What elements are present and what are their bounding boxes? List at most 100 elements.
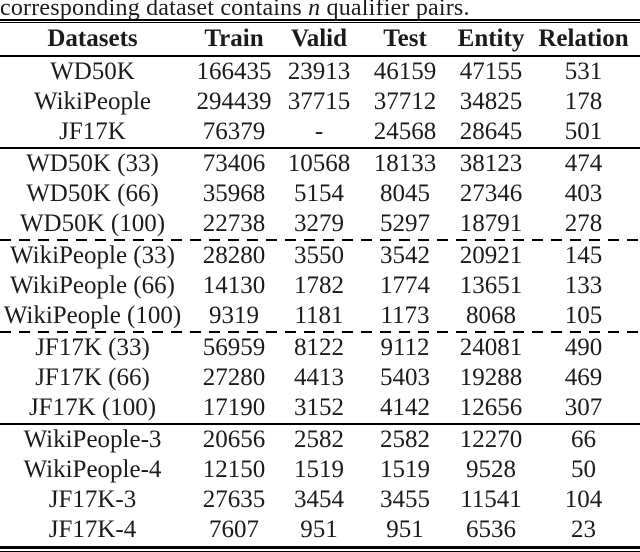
value-cell: 28280 <box>202 242 266 269</box>
value-cell: 37715 <box>287 88 351 115</box>
rule-solid <box>0 55 640 57</box>
value-cell: 951 <box>300 516 338 543</box>
rule-solid <box>0 147 640 149</box>
table-row: JF17K (100) 17190 3152 4142 12656 307 <box>0 393 640 423</box>
value-cell: 8045 <box>380 180 430 207</box>
value-cell: 27635 <box>202 486 266 513</box>
dataset-name-cell: JF17K (66) <box>35 364 150 391</box>
value-cell: 2582 <box>380 426 430 453</box>
dataset-name-cell: WD50K (33) <box>26 150 159 177</box>
caption-text-suffix: qualifier pairs. <box>320 0 470 19</box>
rule-dashed <box>0 239 640 241</box>
value-cell: 474 <box>564 150 603 177</box>
value-cell: 12150 <box>202 456 266 483</box>
value-cell: 9528 <box>466 456 516 483</box>
dataset-name-cell: WikiPeople-3 <box>23 426 162 453</box>
value-cell: 8122 <box>294 334 344 361</box>
value-cell: 27346 <box>459 180 523 207</box>
value-cell: - <box>314 118 324 145</box>
value-cell: 531 <box>564 58 603 85</box>
value-cell: 4142 <box>380 394 430 421</box>
value-cell: 951 <box>386 516 424 543</box>
dataset-name-cell: WikiPeople (100) <box>3 302 182 329</box>
table-caption: corresponding dataset contains n qualifi… <box>0 0 640 19</box>
value-cell: 9319 <box>209 302 259 329</box>
column-header-train: Train <box>204 25 264 52</box>
dataset-name-cell: WD50K (100) <box>19 210 166 237</box>
value-cell: 3152 <box>294 394 344 421</box>
value-cell: 6536 <box>466 516 516 543</box>
value-cell: 7607 <box>209 516 259 543</box>
value-cell: 11541 <box>460 486 522 513</box>
value-cell: 3454 <box>294 486 344 513</box>
value-cell: 19288 <box>459 364 523 391</box>
table-row: WD50K 166435 23913 46159 47155 531 <box>0 57 640 87</box>
value-cell: 145 <box>564 242 603 269</box>
value-cell: 66 <box>571 426 596 453</box>
caption-math-variable: n <box>308 0 321 19</box>
value-cell: 76379 <box>202 118 266 145</box>
value-cell: 5297 <box>380 210 430 237</box>
value-cell: 27280 <box>202 364 266 391</box>
table-row: WD50K (33) 73406 10568 18133 38123 474 <box>0 149 640 179</box>
value-cell: 18791 <box>459 210 523 237</box>
value-cell: 5154 <box>294 180 344 207</box>
value-cell: 28645 <box>459 118 523 145</box>
table-row: WikiPeople-4 12150 1519 1519 9528 50 <box>0 455 640 485</box>
value-cell: 12656 <box>459 394 523 421</box>
value-cell: 20656 <box>202 426 266 453</box>
solid-separator-line <box>0 147 640 149</box>
table-row: JF17K 76379 - 24568 28645 501 <box>0 117 640 147</box>
value-cell: 178 <box>564 88 603 115</box>
value-cell: 8068 <box>466 302 516 329</box>
value-cell: 73406 <box>202 150 266 177</box>
solid-separator-line <box>0 423 640 425</box>
dataset-name-cell: JF17K-3 <box>48 486 137 513</box>
dataset-name-cell: WikiPeople (66) <box>10 272 175 299</box>
table-row: WD50K (66) 35968 5154 8045 27346 403 <box>0 179 640 209</box>
dataset-name-cell: WikiPeople-4 <box>23 456 162 483</box>
value-cell: 24568 <box>373 118 437 145</box>
dataset-name-cell: JF17K (100) <box>28 394 157 421</box>
value-cell: 166435 <box>196 58 272 85</box>
table-row: JF17K-4 7607 951 951 6536 23 <box>0 515 640 545</box>
value-cell: 14130 <box>202 272 266 299</box>
value-cell: 10568 <box>287 150 351 177</box>
value-cell: 307 <box>564 394 603 421</box>
rule-dashed <box>0 331 640 333</box>
caption-text-prefix: corresponding dataset contains <box>0 0 309 19</box>
table-row: WikiPeople-3 20656 2582 2582 12270 66 <box>0 425 640 455</box>
caption-clip: corresponding dataset contains n qualifi… <box>0 0 640 19</box>
value-cell: 3542 <box>380 242 430 269</box>
value-cell: 1774 <box>380 272 430 299</box>
value-cell: 12270 <box>459 426 523 453</box>
table-row: WikiPeople (33) 28280 3550 3542 20921 145 <box>0 241 640 271</box>
value-cell: 3455 <box>380 486 430 513</box>
value-cell: 501 <box>564 118 603 145</box>
value-cell: 133 <box>564 272 603 299</box>
table-row: WikiPeople (66) 14130 1782 1774 13651 133 <box>0 271 640 301</box>
value-cell: 47155 <box>459 58 523 85</box>
value-cell: 1173 <box>380 302 430 329</box>
value-cell: 20921 <box>459 242 523 269</box>
value-cell: 18133 <box>373 150 437 177</box>
column-header-relation: Relation <box>538 25 629 52</box>
dataset-name-cell: WD50K <box>50 58 135 85</box>
value-cell: 35968 <box>202 180 266 207</box>
table-row: JF17K (66) 27280 4413 5403 19288 469 <box>0 363 640 393</box>
dataset-name-cell: JF17K-4 <box>48 516 137 543</box>
datasets-statistics-table: Datasets Train Valid Test Entity Relation WD5… <box>0 23 640 545</box>
value-cell: 5403 <box>380 364 430 391</box>
value-cell: 3550 <box>294 242 344 269</box>
value-cell: 2582 <box>294 426 344 453</box>
value-cell: 1519 <box>380 456 430 483</box>
column-header-entity: Entity <box>457 25 525 52</box>
value-cell: 1181 <box>294 302 344 329</box>
table-header-row: Datasets Train Valid Test Entity Relation <box>0 23 640 55</box>
value-cell: 4413 <box>294 364 344 391</box>
value-cell: 105 <box>564 302 603 329</box>
rule-solid <box>0 423 640 425</box>
value-cell: 24081 <box>459 334 523 361</box>
value-cell: 50 <box>571 456 596 483</box>
value-cell: 1519 <box>294 456 344 483</box>
